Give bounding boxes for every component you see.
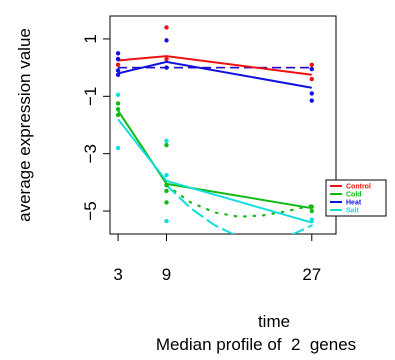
y-tick-label: 1 xyxy=(81,34,100,43)
control-data-point xyxy=(309,76,314,82)
cold-fitted-curve xyxy=(165,184,313,218)
x-axis-title: time xyxy=(258,312,290,331)
heat-data-point xyxy=(115,51,121,56)
salt-median-line xyxy=(117,118,313,224)
cold-data-point xyxy=(309,204,314,209)
heat-data-point xyxy=(309,66,314,72)
chart-caption: Median profile of 2 genes xyxy=(156,335,356,354)
y-tick-label: −3 xyxy=(81,144,100,163)
heat-data-point xyxy=(164,65,169,70)
cold-data-point xyxy=(309,208,314,214)
cold-data-point xyxy=(164,142,169,148)
y-axis-title: average expression value xyxy=(15,28,34,222)
cold-data-point xyxy=(115,112,121,118)
legend-label-cold: Cold xyxy=(346,192,362,199)
heat-data-point xyxy=(309,98,314,103)
control-median-line xyxy=(117,55,312,76)
heat-data-point xyxy=(164,38,169,43)
y-tick-label: −1 xyxy=(81,87,100,106)
heat-data-point xyxy=(115,68,121,73)
control-data-point xyxy=(164,56,169,62)
control-data-point xyxy=(309,62,314,67)
plot-frame xyxy=(109,15,337,235)
salt-data-point xyxy=(164,218,169,224)
salt-data-point xyxy=(164,172,169,178)
cold-data-point xyxy=(115,107,121,112)
y-tick-label: −5 xyxy=(81,201,100,220)
cold-data-point xyxy=(164,183,169,188)
legend-label-salt: Salt xyxy=(346,208,360,215)
legend-label-control: Control xyxy=(346,184,371,191)
salt-data-point xyxy=(309,218,314,224)
cold-median-line xyxy=(117,110,312,210)
heat-data-point xyxy=(115,56,121,62)
cold-data-point xyxy=(164,188,169,194)
salt-fitted-curve xyxy=(165,184,313,234)
x-tick-label: 27 xyxy=(302,265,321,284)
x-tick-label: 3 xyxy=(113,265,122,284)
heat-median-line xyxy=(117,60,312,89)
heat-data-point xyxy=(309,91,314,96)
salt-data-point xyxy=(164,138,169,143)
cold-data-point xyxy=(115,101,121,106)
control-data-point xyxy=(115,62,121,67)
cold-data-point xyxy=(164,200,169,205)
control-data-point xyxy=(164,25,169,30)
x-tick-label: 9 xyxy=(162,265,171,284)
salt-data-point xyxy=(115,145,121,151)
heat-data-point xyxy=(115,72,121,78)
legend-label-heat: Heat xyxy=(346,200,362,207)
salt-data-point xyxy=(115,92,121,98)
